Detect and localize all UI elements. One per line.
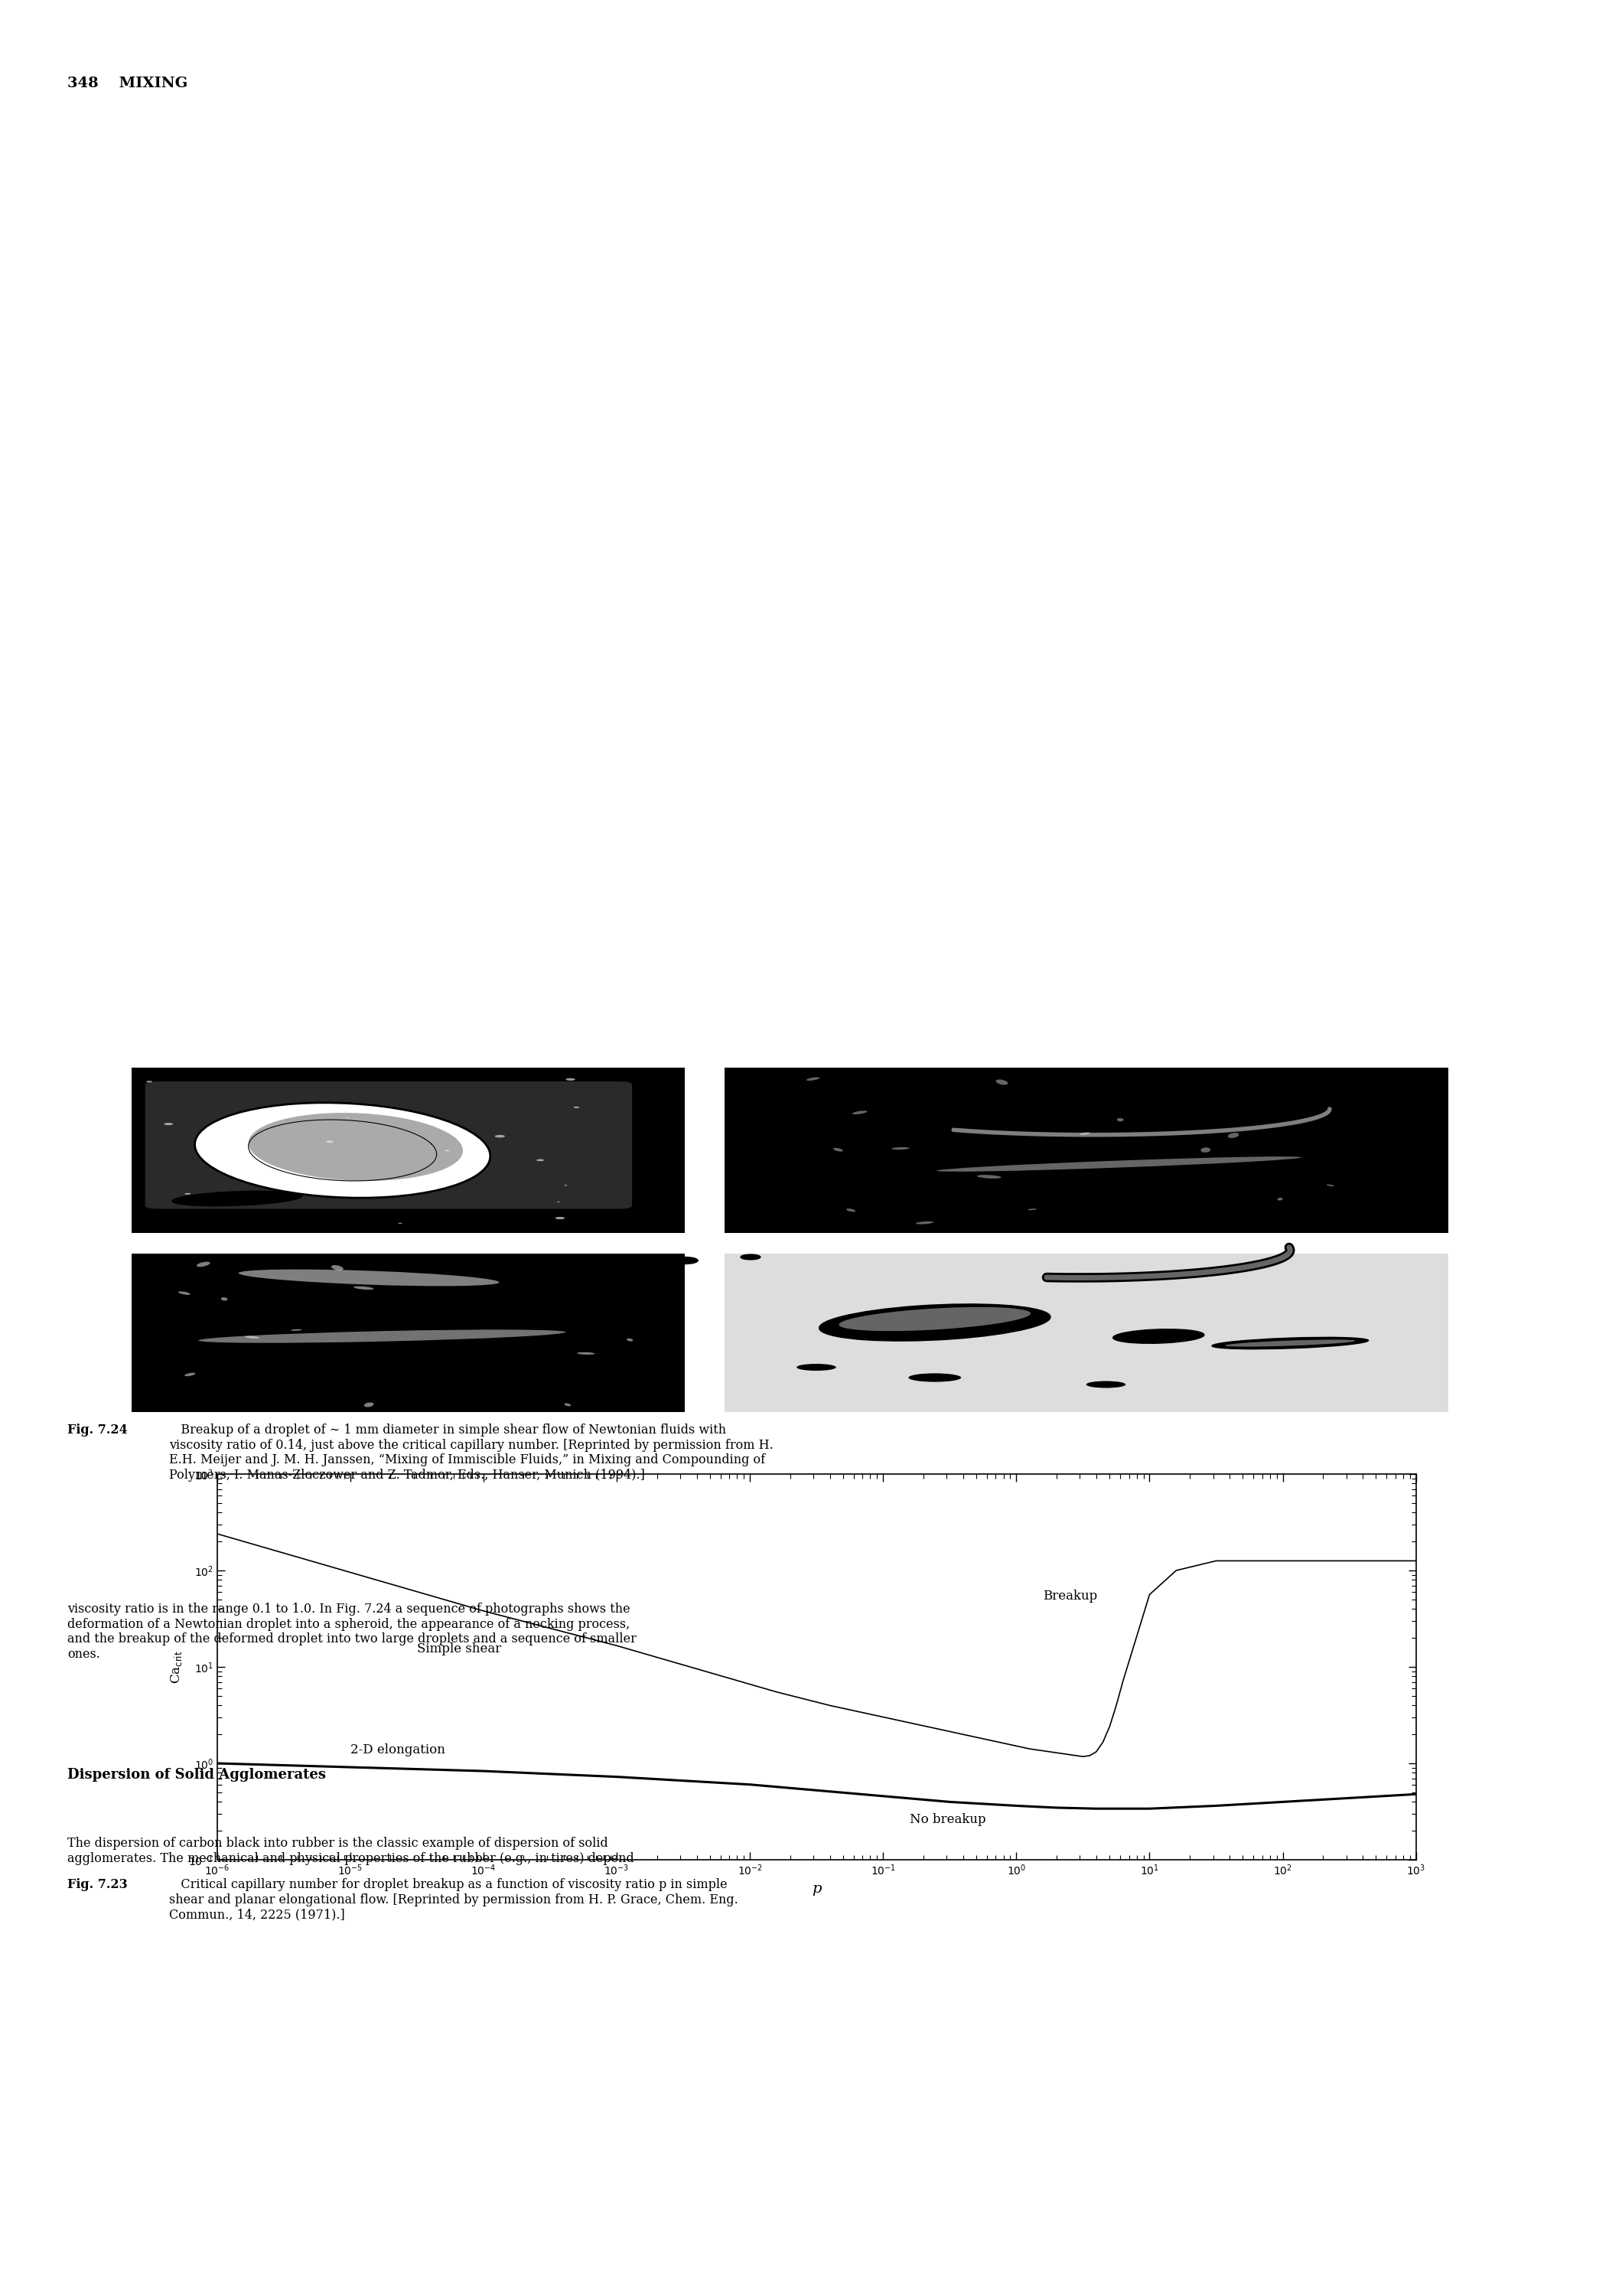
Ellipse shape (195, 1102, 491, 1199)
Bar (132, 1254, 685, 1412)
Text: viscosity ratio is in the range 0.1 to 1.0. In Fig. 7.24 a sequence of photograp: viscosity ratio is in the range 0.1 to 1… (68, 1603, 637, 1660)
Text: Fig. 7.24: Fig. 7.24 (68, 1424, 127, 1437)
Text: No breakup: No breakup (909, 1814, 986, 1825)
Ellipse shape (924, 1155, 1315, 1173)
Text: 2-D elongation: 2-D elongation (351, 1743, 446, 1756)
Bar (132, 1068, 685, 1233)
Ellipse shape (1086, 1382, 1126, 1387)
Ellipse shape (185, 1373, 195, 1375)
Ellipse shape (198, 1329, 566, 1343)
Ellipse shape (245, 1336, 259, 1339)
Text: 348    MIXING: 348 MIXING (68, 76, 188, 90)
Ellipse shape (578, 1352, 595, 1355)
Y-axis label: Ca$_\mathrm{crit}$: Ca$_\mathrm{crit}$ (169, 1651, 183, 1683)
Ellipse shape (996, 1079, 1007, 1086)
Text: Simple shear: Simple shear (417, 1642, 502, 1655)
Ellipse shape (172, 1192, 302, 1205)
Ellipse shape (1212, 1336, 1368, 1350)
Ellipse shape (248, 1114, 463, 1180)
X-axis label: p: p (813, 1883, 821, 1896)
Ellipse shape (220, 1297, 227, 1300)
Ellipse shape (891, 1148, 909, 1150)
Ellipse shape (1117, 1118, 1123, 1120)
Bar (724, 1254, 1448, 1412)
Ellipse shape (179, 1290, 190, 1295)
Ellipse shape (238, 1270, 499, 1286)
Ellipse shape (628, 1339, 632, 1341)
Text: Dispersion of Solid Agglomerates: Dispersion of Solid Agglomerates (68, 1768, 327, 1782)
Text: The dispersion of carbon black into rubber is the classic example of dispersion : The dispersion of carbon black into rubb… (68, 1837, 634, 1864)
Ellipse shape (354, 1286, 373, 1290)
FancyBboxPatch shape (145, 1081, 632, 1208)
Ellipse shape (916, 1221, 933, 1224)
Ellipse shape (1224, 1339, 1355, 1348)
Ellipse shape (1080, 1132, 1089, 1134)
Ellipse shape (796, 1364, 837, 1371)
Ellipse shape (846, 1208, 856, 1212)
Ellipse shape (806, 1077, 819, 1081)
Ellipse shape (853, 1111, 867, 1114)
Ellipse shape (909, 1373, 961, 1382)
Ellipse shape (468, 1153, 476, 1155)
Ellipse shape (936, 1157, 1302, 1171)
Ellipse shape (1113, 1329, 1204, 1343)
Ellipse shape (164, 1123, 174, 1125)
Ellipse shape (1200, 1148, 1210, 1153)
Ellipse shape (496, 1134, 505, 1137)
Ellipse shape (364, 1403, 373, 1407)
Ellipse shape (565, 1403, 571, 1405)
Text: Breakup of a droplet of ∼ 1 mm diameter in simple shear flow of Newtonian fluids: Breakup of a droplet of ∼ 1 mm diameter … (169, 1424, 774, 1481)
Ellipse shape (566, 1079, 574, 1081)
Text: Breakup: Breakup (1043, 1589, 1097, 1603)
Ellipse shape (819, 1304, 1051, 1341)
Bar (724, 1068, 1448, 1233)
Ellipse shape (977, 1176, 1001, 1178)
Ellipse shape (833, 1148, 843, 1153)
Ellipse shape (196, 1263, 211, 1267)
Text: Critical capillary number for droplet breakup as a function of viscosity ratio p: Critical capillary number for droplet br… (169, 1878, 739, 1922)
Ellipse shape (597, 1258, 668, 1270)
Ellipse shape (671, 1258, 698, 1263)
Ellipse shape (185, 1325, 579, 1348)
Ellipse shape (225, 1265, 512, 1290)
Ellipse shape (1278, 1199, 1282, 1201)
Ellipse shape (838, 1306, 1031, 1332)
Text: Fig. 7.23: Fig. 7.23 (68, 1878, 127, 1892)
Ellipse shape (555, 1217, 565, 1219)
Ellipse shape (230, 1169, 240, 1171)
Ellipse shape (740, 1254, 761, 1261)
Ellipse shape (1228, 1132, 1239, 1139)
Ellipse shape (331, 1265, 343, 1270)
